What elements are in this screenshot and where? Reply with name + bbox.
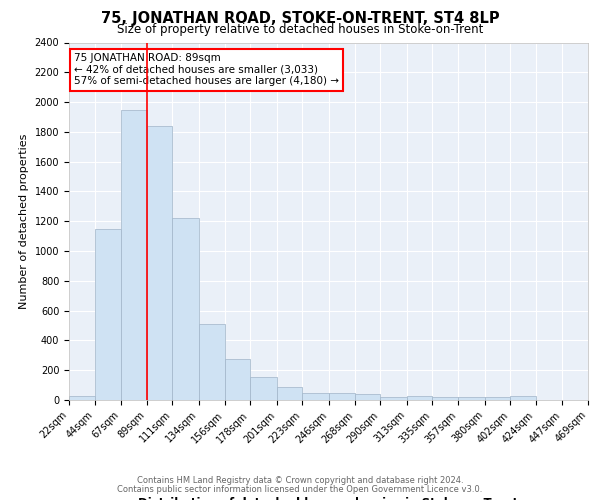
- Text: 75, JONATHAN ROAD, STOKE-ON-TRENT, ST4 8LP: 75, JONATHAN ROAD, STOKE-ON-TRENT, ST4 8…: [101, 11, 499, 26]
- Text: Size of property relative to detached houses in Stoke-on-Trent: Size of property relative to detached ho…: [117, 22, 483, 36]
- Bar: [407, 396, 433, 400]
- Text: Contains HM Land Registry data © Crown copyright and database right 2024.: Contains HM Land Registry data © Crown c…: [137, 476, 463, 485]
- Text: Contains public sector information licensed under the Open Government Licence v3: Contains public sector information licen…: [118, 485, 482, 494]
- X-axis label: Distribution of detached houses by size in Stoke-on-Trent: Distribution of detached houses by size …: [139, 498, 518, 500]
- Y-axis label: Number of detached properties: Number of detached properties: [19, 134, 29, 309]
- Bar: [485, 397, 510, 400]
- Bar: [277, 386, 302, 400]
- Bar: [380, 397, 407, 400]
- Bar: [510, 396, 536, 400]
- Bar: [121, 110, 147, 400]
- Bar: [250, 377, 277, 400]
- Text: 75 JONATHAN ROAD: 89sqm
← 42% of detached houses are smaller (3,033)
57% of semi: 75 JONATHAN ROAD: 89sqm ← 42% of detache…: [74, 53, 339, 86]
- Bar: [329, 392, 355, 400]
- Bar: [458, 397, 485, 400]
- Bar: [199, 324, 224, 400]
- Bar: [172, 218, 199, 400]
- Bar: [355, 394, 380, 400]
- Bar: [433, 397, 458, 400]
- Bar: [147, 126, 172, 400]
- Bar: [95, 228, 121, 400]
- Bar: [302, 392, 329, 400]
- Bar: [224, 359, 250, 400]
- Bar: [69, 396, 95, 400]
